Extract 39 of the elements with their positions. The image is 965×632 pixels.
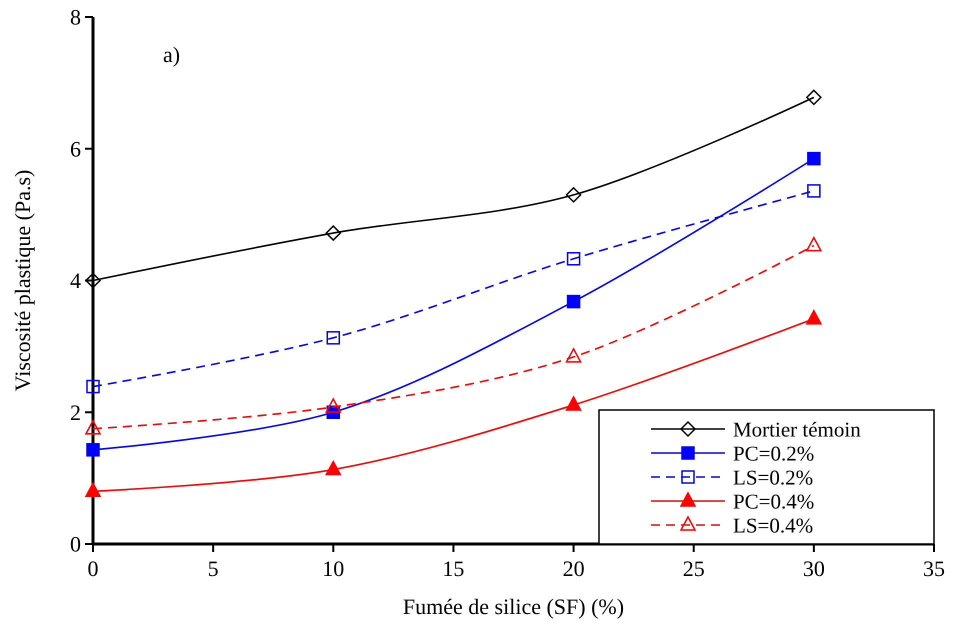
x-axis-title: Fumée de silice (SF) (%) — [402, 594, 624, 619]
legend-label: PC=0.2% — [733, 441, 814, 466]
point — [806, 90, 822, 106]
x-tick-label: 15 — [442, 556, 464, 581]
x-tick-label: 10 — [322, 556, 344, 581]
annotation: a) — [163, 42, 180, 67]
point — [806, 310, 822, 324]
point — [326, 398, 342, 413]
legend-label: Mortier témoin — [733, 417, 862, 442]
point — [566, 252, 580, 266]
point — [566, 294, 580, 308]
legend-label: PC=0.4% — [733, 489, 814, 514]
y-tick-label: 8 — [70, 4, 81, 30]
point — [566, 187, 582, 203]
legend-label: LS=0.2% — [733, 465, 814, 490]
point — [806, 236, 822, 252]
y-tick-label: 6 — [70, 136, 81, 162]
x-tick-label: 25 — [682, 556, 705, 581]
x-tick-label: 5 — [208, 556, 219, 581]
y-tick-label: 2 — [70, 400, 81, 425]
y-axis-title: Viscosité plastique (Pa.s) — [10, 170, 35, 392]
x-tick-label: 30 — [802, 556, 825, 581]
point — [86, 443, 100, 457]
x-tick-label: 35 — [923, 556, 945, 581]
x-tick-label: 20 — [562, 556, 585, 581]
point — [807, 184, 821, 198]
x-tick-label: 0 — [88, 556, 98, 581]
point — [85, 420, 101, 434]
point — [807, 152, 821, 166]
point — [86, 380, 100, 394]
y-tick-label: 0 — [70, 532, 81, 557]
point — [566, 396, 582, 411]
point — [85, 482, 101, 498]
point — [326, 331, 340, 345]
point — [326, 460, 342, 476]
point — [326, 225, 342, 241]
point — [566, 348, 582, 363]
legend-label: LS=0.4% — [733, 513, 814, 538]
y-tick-label: 4 — [70, 268, 81, 294]
